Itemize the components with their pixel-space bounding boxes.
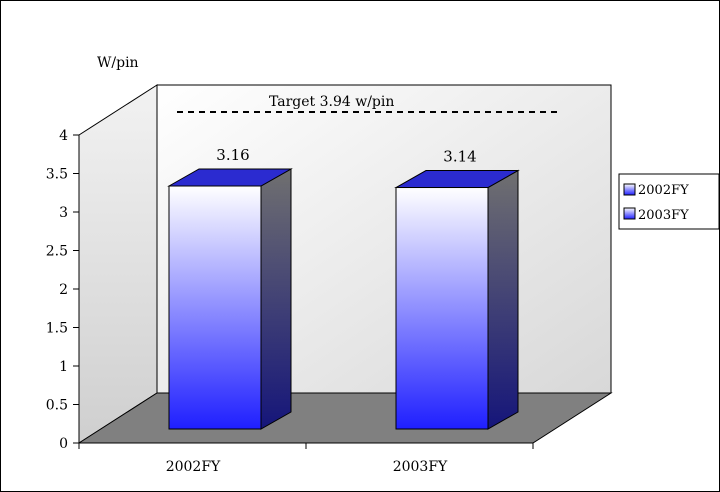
side-wall xyxy=(78,84,158,444)
y-axis-ticks: 0 0.5 1 1.5 2 2.5 3 3.5 4 xyxy=(46,128,79,452)
y-tick-label: 1.5 xyxy=(46,321,68,337)
x-axis-ticks: 2002FY 2003FY xyxy=(78,443,534,475)
floor xyxy=(77,392,613,444)
y-tick-label: 3.5 xyxy=(46,167,68,183)
bar-top-2002fy xyxy=(167,168,293,187)
legend-swatch-2002fy xyxy=(623,183,636,196)
data-label: 3.14 xyxy=(443,148,476,166)
legend-swatch-2003fy xyxy=(623,207,636,220)
y-axis-title: W/pin xyxy=(97,55,139,71)
bar-side-2002fy xyxy=(260,168,292,430)
bar-2003fy xyxy=(395,187,489,430)
y-tick-label: 0.5 xyxy=(46,398,68,414)
bar-2002fy xyxy=(168,185,262,430)
legend-label-2002fy: 2002FY xyxy=(638,183,689,198)
target-label: Target 3.94 w/pin xyxy=(269,94,394,110)
y-tick-label: 4 xyxy=(59,128,68,144)
legend-box xyxy=(618,173,719,230)
y-tick-label: 2.5 xyxy=(46,244,68,260)
bar-top-2003fy xyxy=(394,170,520,189)
bars-group: 3.16 3.14 xyxy=(167,146,520,430)
legend-label-2003fy: 2003FY xyxy=(638,208,689,223)
y-tick-label: 3 xyxy=(59,205,68,221)
y-tick-label: 0 xyxy=(59,436,68,452)
legend: 2002FY 2003FY xyxy=(618,173,719,230)
x-tick-label: 2003FY xyxy=(393,459,448,475)
data-label: 3.16 xyxy=(216,146,249,164)
x-tick-label: 2002FY xyxy=(166,459,221,475)
y-tick-label: 2 xyxy=(59,282,68,298)
bar-side-2003fy xyxy=(487,169,519,430)
y-tick-label: 1 xyxy=(59,359,68,375)
